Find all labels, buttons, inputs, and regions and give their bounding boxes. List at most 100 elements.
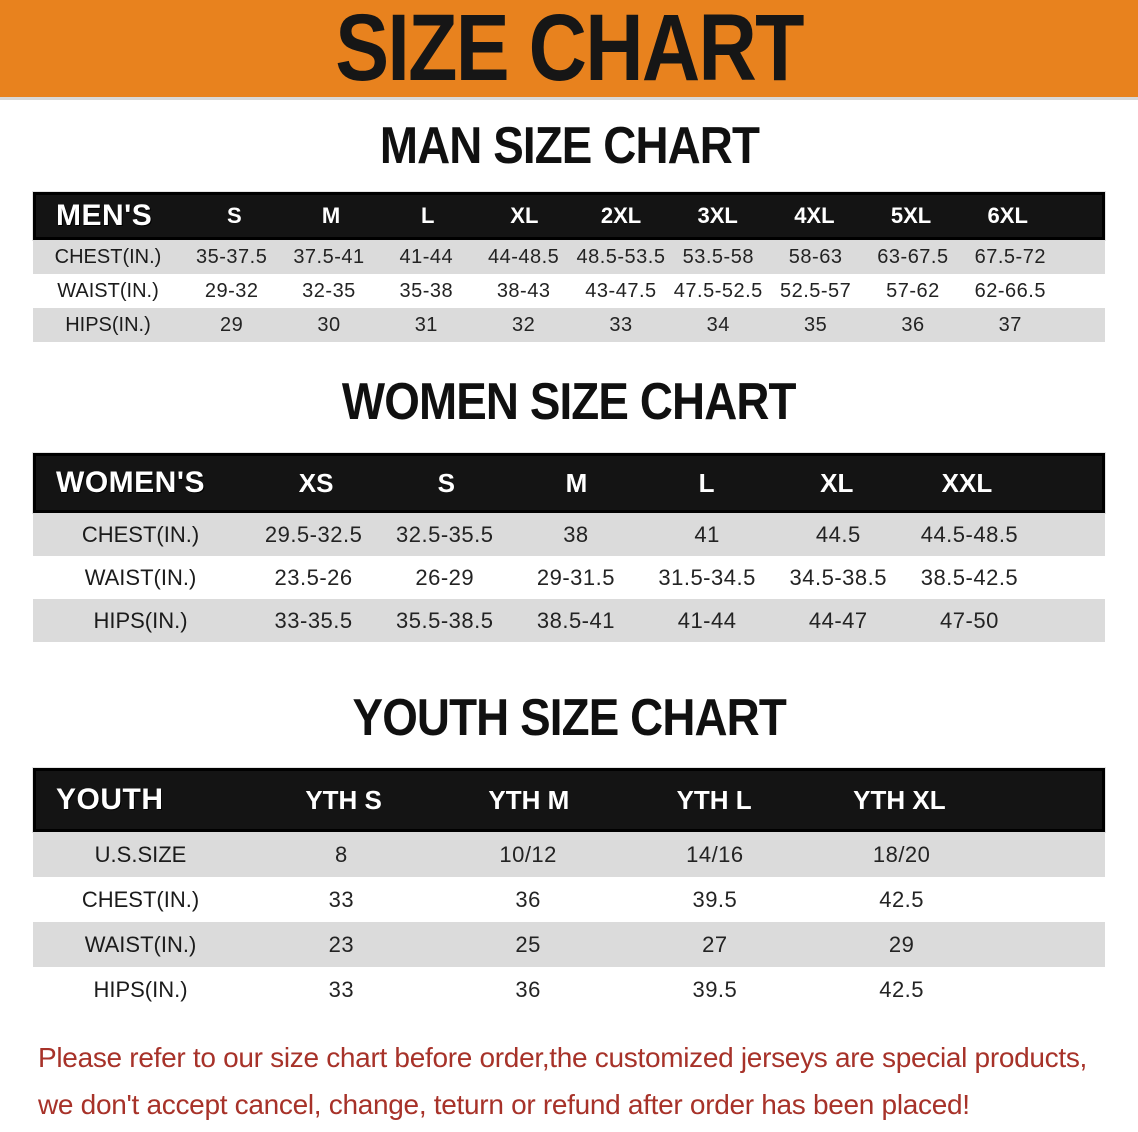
- size-cell: 35: [804, 313, 828, 336]
- size-cell: 29-31.5: [536, 564, 615, 590]
- size-cell: 33-35.5: [274, 607, 353, 633]
- youth-size-table: YOUTH YTH S YTH M YTH L YTH XL U.S.SIZE …: [33, 768, 1105, 1012]
- size-cell: 38.5-42.5: [920, 564, 1019, 590]
- size-cell: 31.5-34.5: [658, 564, 756, 590]
- size-cell: 39.5: [692, 886, 738, 912]
- size-cell: 27: [702, 931, 728, 957]
- row-label: HIPS(IN.): [93, 976, 188, 1002]
- row-label: CHEST(IN.): [81, 886, 200, 912]
- women-table-header-row: WOMEN'S XS S M L XL XXL: [33, 453, 1105, 513]
- size-cell: 36: [515, 886, 541, 912]
- row-label: HIPS(IN.): [93, 607, 188, 633]
- row-label: WAIST(IN.): [84, 564, 197, 590]
- size-column-header: L: [420, 203, 435, 228]
- men-size-table: MEN'S S M L XL 2XL 3XL 4XL 5XL 6XL CHEST…: [33, 192, 1105, 342]
- disclaimer-line-1: Please refer to our size chart before or…: [38, 1042, 1088, 1073]
- size-cell: 57-62: [886, 279, 940, 302]
- size-cell: 34.5-38.5: [789, 564, 887, 590]
- row-label: HIPS(IN.): [65, 313, 151, 336]
- size-column-header: 5XL: [890, 203, 932, 228]
- size-cell: 47.5-52.5: [673, 279, 763, 302]
- table-row-hips: HIPS(IN.) 29 30 31 32 33 34 35 36 37: [33, 308, 1105, 342]
- women-table-title: WOMEN'S: [56, 466, 205, 499]
- size-cell: 8: [335, 841, 348, 867]
- size-cell: 43-47.5: [585, 279, 657, 302]
- size-cell: 29-32: [204, 279, 259, 302]
- table-row-hips: HIPS(IN.) 33-35.5 35.5-38.5 38.5-41 41-4…: [33, 599, 1105, 642]
- size-column-header: XL: [820, 467, 854, 498]
- size-cell: 38.5-41: [536, 607, 615, 633]
- size-cell: 33: [328, 976, 355, 1002]
- size-cell: 48.5-53.5: [576, 245, 666, 268]
- size-column-header: S: [226, 203, 242, 228]
- table-row-waist: WAIST(IN.) 29-32 32-35 35-38 38-43 43-47…: [33, 274, 1105, 308]
- men-table-header-row: MEN'S S M L XL 2XL 3XL 4XL 5XL 6XL: [33, 192, 1105, 240]
- size-cell: 44.5: [815, 521, 861, 547]
- size-cell: 29: [888, 931, 915, 957]
- row-label: CHEST(IN.): [81, 521, 200, 547]
- women-section-heading: WOMEN SIZE CHART: [0, 376, 1138, 428]
- men-table-title: MEN'S: [56, 199, 153, 232]
- size-cell: 37: [998, 313, 1022, 336]
- size-cell: 18/20: [872, 841, 931, 867]
- size-cell: 26-29: [415, 564, 475, 590]
- table-row-chest: CHEST(IN.) 35-37.5 37.5-41 41-44 44-48.5…: [33, 240, 1105, 274]
- row-label: CHEST(IN.): [54, 245, 162, 268]
- youth-table-header-row: YOUTH YTH S YTH M YTH L YTH XL: [33, 768, 1105, 832]
- size-cell: 34: [706, 313, 730, 336]
- size-column-header: M: [565, 467, 588, 498]
- size-column-header: 4XL: [794, 203, 835, 228]
- size-cell: 41-44: [677, 607, 737, 633]
- size-column-header: XXL: [941, 467, 993, 498]
- table-row-chest: CHEST(IN.) 33 36 39.5 42.5: [33, 877, 1105, 922]
- size-cell: 42.5: [879, 886, 925, 912]
- size-cell: 41: [694, 521, 720, 547]
- men-heading-text: MAN SIZE CHART: [379, 117, 759, 175]
- size-cell: 32: [512, 313, 536, 336]
- size-column-header: S: [437, 467, 455, 498]
- youth-heading-text: YOUTH SIZE CHART: [352, 689, 786, 747]
- size-cell: 23: [328, 931, 355, 957]
- size-cell: 44.5-48.5: [920, 521, 1019, 547]
- table-row-hips: HIPS(IN.) 33 36 39.5 42.5: [33, 967, 1105, 1012]
- size-column-header: 6XL: [987, 203, 1028, 228]
- size-cell: 44-48.5: [487, 245, 560, 268]
- size-cell: 10/12: [499, 841, 557, 867]
- size-cell: 36: [515, 976, 541, 1002]
- order-disclaimer: Please refer to our size chart before or…: [0, 1034, 1138, 1128]
- size-cell: 42.5: [879, 976, 925, 1002]
- women-heading-text: WOMEN SIZE CHART: [342, 373, 797, 431]
- size-column-header: YTH L: [676, 784, 752, 815]
- size-cell: 30: [317, 313, 341, 336]
- youth-table-title: YOUTH: [56, 783, 164, 816]
- women-size-table: WOMEN'S XS S M L XL XXL CHEST(IN.) 29.5-…: [33, 453, 1105, 642]
- size-cell: 38-43: [496, 279, 551, 302]
- size-cell: 32.5-35.5: [396, 521, 494, 547]
- size-column-header: L: [698, 467, 715, 498]
- table-row-chest: CHEST(IN.) 29.5-32.5 32.5-35.5 38 41 44.…: [33, 513, 1105, 556]
- size-cell: 44-47: [808, 607, 868, 633]
- banner-title: SIZE CHART: [335, 0, 804, 101]
- disclaimer-line-2: we don't accept cancel, change, teturn o…: [38, 1089, 970, 1120]
- size-cell: 35-37.5: [195, 245, 268, 268]
- size-cell: 38: [563, 521, 589, 547]
- size-cell: 25: [515, 931, 541, 957]
- size-cell: 52.5-57: [779, 279, 852, 302]
- men-section-heading: MAN SIZE CHART: [0, 120, 1138, 172]
- size-column-header: XS: [298, 467, 334, 498]
- size-cell: 35-38: [399, 279, 454, 302]
- size-cell: 35.5-38.5: [396, 607, 494, 633]
- size-cell: 37.5-41: [293, 245, 365, 268]
- row-label: U.S.SIZE: [94, 841, 187, 867]
- size-cell: 63-67.5: [877, 245, 949, 268]
- table-row-waist: WAIST(IN.) 23 25 27 29: [33, 922, 1105, 967]
- size-cell: 62-66.5: [974, 279, 1046, 302]
- size-cell: 33: [328, 886, 355, 912]
- size-column-header: XL: [510, 203, 539, 228]
- size-cell: 41-44: [399, 245, 454, 268]
- size-column-header: 2XL: [600, 203, 642, 228]
- size-cell: 58-63: [788, 245, 843, 268]
- size-chart-banner: SIZE CHART: [0, 0, 1138, 100]
- size-cell: 23.5-26: [274, 564, 353, 590]
- size-cell: 39.5: [692, 976, 738, 1002]
